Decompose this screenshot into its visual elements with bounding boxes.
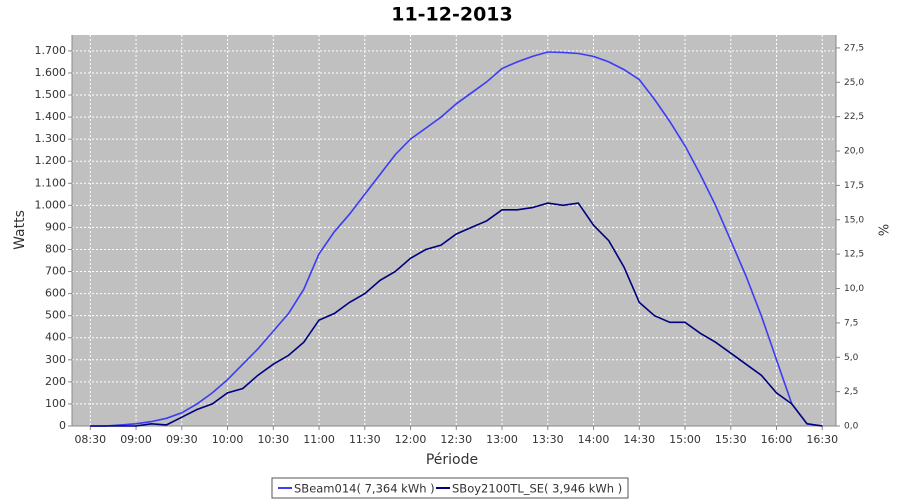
y-tick-label: 500 xyxy=(45,309,66,322)
y2-tick-label: 10,0 xyxy=(844,284,864,294)
y-tick-label: 1.100 xyxy=(35,176,67,189)
y2-tick-label: 12,5 xyxy=(844,250,864,260)
y-tick-label: 400 xyxy=(45,331,66,344)
x-tick-label: 12:30 xyxy=(440,433,472,446)
y2-tick-label: 2,5 xyxy=(844,387,858,397)
x-tick-label: 08:30 xyxy=(74,433,106,446)
x-tick-label: 14:00 xyxy=(578,433,610,446)
y-tick-label: 1.400 xyxy=(35,110,67,123)
x-tick-label: 15:30 xyxy=(715,433,747,446)
y-tick-label: 1.000 xyxy=(35,198,67,211)
y-tick-label: 200 xyxy=(45,375,66,388)
x-tick-label: 14:30 xyxy=(623,433,655,446)
x-tick-label: 09:00 xyxy=(120,433,152,446)
x-tick-label: 09:30 xyxy=(166,433,198,446)
y-tick-label: 300 xyxy=(45,353,66,366)
y2-tick-label: 0,0 xyxy=(844,422,859,432)
y-tick-label: 900 xyxy=(45,220,66,233)
y2-tick-label: 27,5 xyxy=(844,43,864,53)
y2-axis-label: % xyxy=(875,224,890,236)
chart-title: 11-12-2013 xyxy=(391,4,513,26)
x-axis-label: Période xyxy=(426,452,478,468)
x-tick-label: 15:00 xyxy=(669,433,701,446)
y2-tick-label: 22,5 xyxy=(844,112,864,122)
y-tick-label: 600 xyxy=(45,287,66,300)
x-tick-label: 10:30 xyxy=(257,433,289,446)
y-tick-label: 1.200 xyxy=(35,154,67,167)
x-tick-label: 10:00 xyxy=(212,433,244,446)
y2-tick-label: 25,0 xyxy=(844,78,864,88)
series-line xyxy=(90,51,823,427)
y-tick-label: 100 xyxy=(45,397,66,410)
y-tick-label: 0 xyxy=(59,419,66,432)
x-tick-label: 13:00 xyxy=(486,433,518,446)
x-tick-label: 12:00 xyxy=(395,433,427,446)
y-tick-label: 1.700 xyxy=(35,44,67,57)
y2-tick-label: 20,0 xyxy=(844,147,864,157)
series-line xyxy=(90,202,823,427)
x-tick-label: 16:00 xyxy=(761,433,793,446)
y-tick-label: 1.300 xyxy=(35,132,67,145)
x-tick-label: 13:30 xyxy=(532,433,564,446)
x-tick-label: 16:30 xyxy=(806,433,838,446)
y2-tick-label: 17,5 xyxy=(844,181,864,191)
y2-tick-label: 7,5 xyxy=(844,318,858,328)
y-tick-label: 1.600 xyxy=(35,66,67,79)
legend-label: SBoy2100TL_SE( 3,946 kWh ) xyxy=(452,482,622,496)
x-tick-label: 11:00 xyxy=(303,433,335,446)
plot-area xyxy=(72,35,836,426)
y2-tick-label: 5,0 xyxy=(844,353,859,363)
legend-label: SBeam014( 7,364 kWh ) xyxy=(294,482,435,496)
y-tick-label: 700 xyxy=(45,265,66,278)
y-tick-label: 800 xyxy=(45,242,66,255)
y-tick-label: 1.500 xyxy=(35,88,67,101)
y2-tick-label: 15,0 xyxy=(844,215,864,225)
x-tick-label: 11:30 xyxy=(349,433,381,446)
y-axis-label: Watts xyxy=(12,210,28,250)
